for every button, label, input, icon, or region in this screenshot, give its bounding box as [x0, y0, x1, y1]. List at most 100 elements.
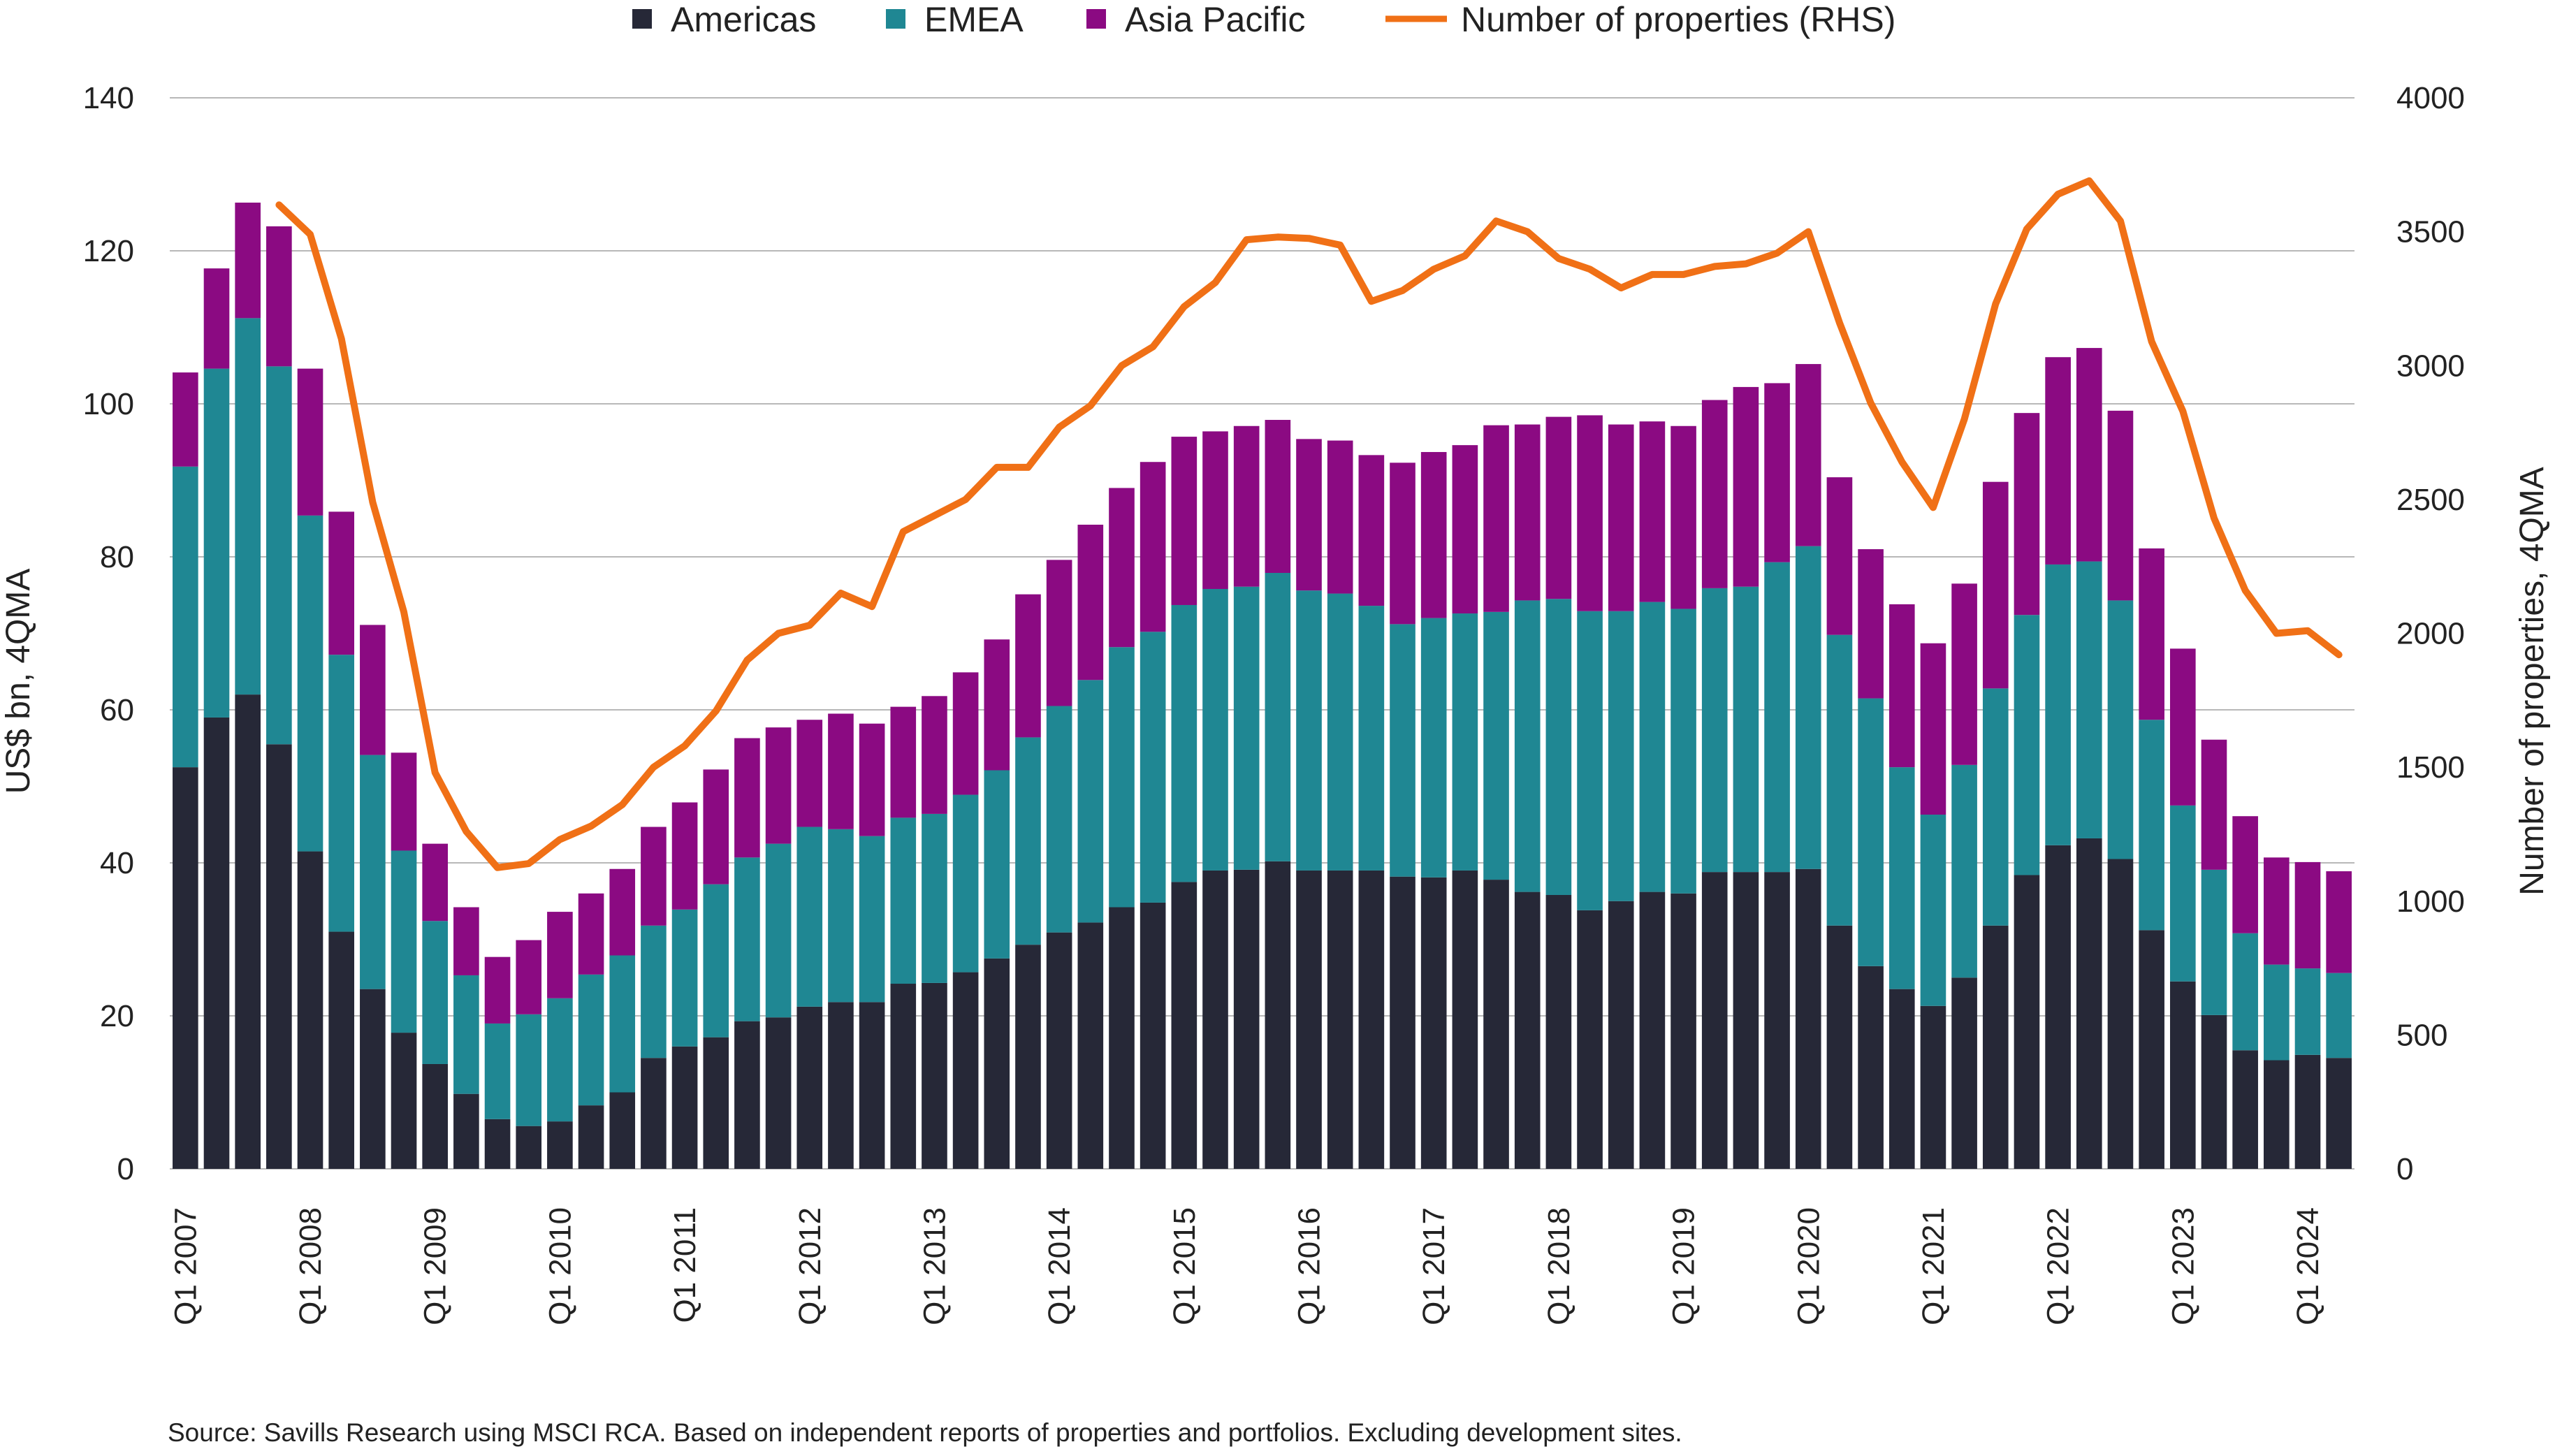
bar-americas — [984, 958, 1010, 1169]
bar-emea — [1420, 618, 1447, 878]
bar-asia-pacific — [328, 511, 355, 655]
bar-asia-pacific — [1109, 488, 1135, 648]
bar-americas — [1483, 880, 1509, 1169]
bar-emea — [235, 318, 261, 695]
bar-asia-pacific — [796, 720, 823, 827]
y-left-tick-label: 120 — [83, 234, 134, 268]
bar-asia-pacific — [1514, 424, 1541, 601]
bar-americas — [922, 982, 947, 1169]
bar-americas — [173, 767, 198, 1169]
bar-emea — [2232, 933, 2258, 1051]
bar-emea — [2264, 964, 2290, 1061]
y-right-tick-label: 2500 — [2396, 483, 2465, 517]
bar-americas — [266, 744, 292, 1169]
bar-americas — [703, 1037, 729, 1169]
bar-emea — [297, 515, 323, 852]
bar-emea — [453, 975, 479, 1094]
bar-emea — [1545, 599, 1572, 895]
bar-emea — [2201, 869, 2227, 1015]
bar-americas — [1608, 901, 1634, 1169]
bar-asia-pacific — [922, 696, 947, 814]
bar-asia-pacific — [360, 625, 386, 755]
bar-americas — [734, 1021, 760, 1169]
bar-asia-pacific — [391, 752, 417, 851]
bar-americas — [1545, 894, 1572, 1169]
bar-asia-pacific — [1296, 439, 1322, 591]
bar-emea — [1202, 588, 1228, 871]
legend-swatch — [886, 9, 905, 29]
bar-americas — [641, 1058, 667, 1169]
x-tick-label: Q1 2021 — [1916, 1207, 1951, 1325]
bar-asia-pacific — [2169, 648, 2196, 806]
bar-emea — [671, 909, 698, 1047]
bar-emea — [2294, 968, 2321, 1055]
bar-americas — [391, 1033, 417, 1169]
bar-americas — [1046, 932, 1072, 1169]
bar-americas — [2076, 838, 2102, 1169]
bar-asia-pacific — [1826, 477, 1853, 635]
bar-emea — [1265, 572, 1291, 861]
bar-americas — [1077, 922, 1104, 1169]
bar-asia-pacific — [453, 907, 479, 975]
bar-asia-pacific — [547, 912, 573, 998]
y-right-tick-label: 4000 — [2396, 81, 2465, 115]
bar-asia-pacific — [1888, 604, 1915, 768]
y-right-tick-label: 1000 — [2396, 884, 2465, 919]
y-right-tick-label: 0 — [2396, 1152, 2413, 1186]
bar-emea — [1015, 737, 1041, 945]
bar-emea — [641, 925, 667, 1058]
x-tick-label: Q1 2012 — [793, 1207, 827, 1325]
y-left-axis-title: US$ bn, 4QMA — [0, 569, 37, 794]
y-left-tick-label: 20 — [100, 999, 134, 1033]
bar-americas — [2264, 1060, 2290, 1169]
y-left-tick-label: 60 — [100, 693, 134, 727]
x-tick-label: Q1 2018 — [1542, 1207, 1576, 1325]
bar-emea — [578, 974, 604, 1106]
bar-americas — [765, 1017, 792, 1169]
bar-americas — [1982, 925, 2009, 1169]
legend-label: Americas — [671, 0, 816, 39]
bar-emea — [1920, 815, 1946, 1006]
bar-asia-pacific — [1483, 425, 1509, 612]
bar-emea — [1514, 600, 1541, 892]
bar-emea — [1327, 593, 1353, 871]
bar-americas — [1701, 872, 1728, 1169]
x-tick-label: Q1 2011 — [668, 1207, 702, 1323]
bar-emea — [1483, 611, 1509, 880]
bar-americas — [1671, 893, 1696, 1169]
bar-asia-pacific — [1452, 445, 1478, 614]
bar-asia-pacific — [1046, 560, 1072, 706]
legend-label: Number of properties (RHS) — [1461, 0, 1895, 39]
bar-emea — [173, 466, 198, 768]
bar-emea — [734, 857, 760, 1021]
bar-americas — [328, 931, 355, 1169]
bar-americas — [1109, 907, 1135, 1169]
x-tick-label: Q1 2010 — [543, 1207, 577, 1325]
bar-americas — [1358, 870, 1385, 1169]
legend-swatch — [632, 9, 652, 29]
bar-americas — [1826, 925, 1853, 1169]
x-tick-label: Q1 2024 — [2291, 1207, 2325, 1325]
x-tick-label: Q1 2009 — [418, 1207, 453, 1325]
bar-asia-pacific — [2264, 857, 2290, 965]
bar-emea — [2014, 615, 2040, 875]
bar-americas — [671, 1046, 698, 1169]
bar-emea — [2169, 805, 2196, 982]
bar-emea — [1046, 706, 1072, 933]
bar-emea — [828, 829, 854, 1003]
bar-asia-pacific — [1577, 415, 1603, 611]
bar-emea — [952, 794, 979, 973]
bar-emea — [203, 368, 230, 718]
bar-emea — [1233, 586, 1260, 870]
bar-americas — [1233, 869, 1260, 1169]
x-tick-label: Q1 2019 — [1667, 1207, 1701, 1325]
bar-americas — [1420, 877, 1447, 1169]
bar-asia-pacific — [859, 723, 885, 836]
y-left-tick-label: 100 — [83, 387, 134, 421]
x-tick-label: Q1 2022 — [2041, 1207, 2076, 1325]
bar-emea — [2076, 561, 2102, 838]
bar-americas — [516, 1126, 542, 1169]
bar-emea — [859, 836, 885, 1003]
bar-americas — [1795, 868, 1821, 1169]
bar-americas — [2045, 845, 2071, 1169]
